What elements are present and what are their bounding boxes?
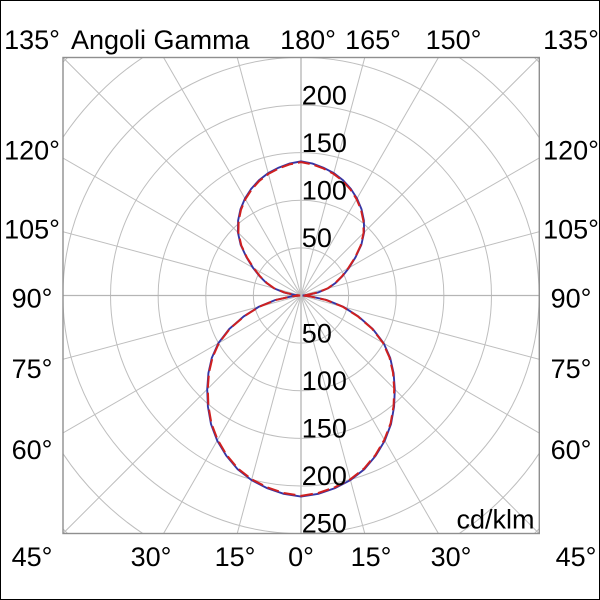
svg-text:30°: 30° — [431, 542, 472, 572]
svg-text:45°: 45° — [12, 542, 53, 572]
svg-text:Angoli Gamma: Angoli Gamma — [71, 25, 251, 55]
svg-text:150: 150 — [302, 128, 347, 158]
svg-text:250: 250 — [302, 509, 347, 539]
svg-text:45°: 45° — [556, 542, 597, 572]
svg-text:cd/klm: cd/klm — [456, 505, 534, 535]
svg-text:150: 150 — [302, 414, 347, 444]
svg-text:135°: 135° — [4, 25, 60, 55]
svg-text:100: 100 — [302, 176, 347, 206]
svg-text:120°: 120° — [4, 135, 60, 165]
svg-text:120°: 120° — [543, 135, 599, 165]
svg-text:15°: 15° — [351, 542, 392, 572]
svg-text:75°: 75° — [551, 354, 592, 384]
svg-text:90°: 90° — [12, 284, 53, 314]
svg-text:60°: 60° — [12, 435, 53, 465]
svg-text:50: 50 — [302, 223, 332, 253]
svg-text:30°: 30° — [131, 542, 172, 572]
svg-text:50: 50 — [302, 318, 332, 348]
svg-text:200: 200 — [302, 461, 347, 491]
svg-text:75°: 75° — [12, 354, 53, 384]
svg-text:200: 200 — [302, 80, 347, 110]
svg-text:150°: 150° — [426, 25, 482, 55]
svg-text:105°: 105° — [4, 214, 60, 244]
svg-text:60°: 60° — [551, 435, 592, 465]
svg-text:165°: 165° — [345, 25, 401, 55]
svg-text:90°: 90° — [551, 284, 592, 314]
svg-text:105°: 105° — [543, 214, 599, 244]
svg-text:0°: 0° — [288, 542, 314, 572]
svg-text:180°: 180° — [280, 25, 336, 55]
svg-text:100: 100 — [302, 366, 347, 396]
svg-text:135°: 135° — [543, 25, 599, 55]
svg-text:15°: 15° — [215, 542, 256, 572]
